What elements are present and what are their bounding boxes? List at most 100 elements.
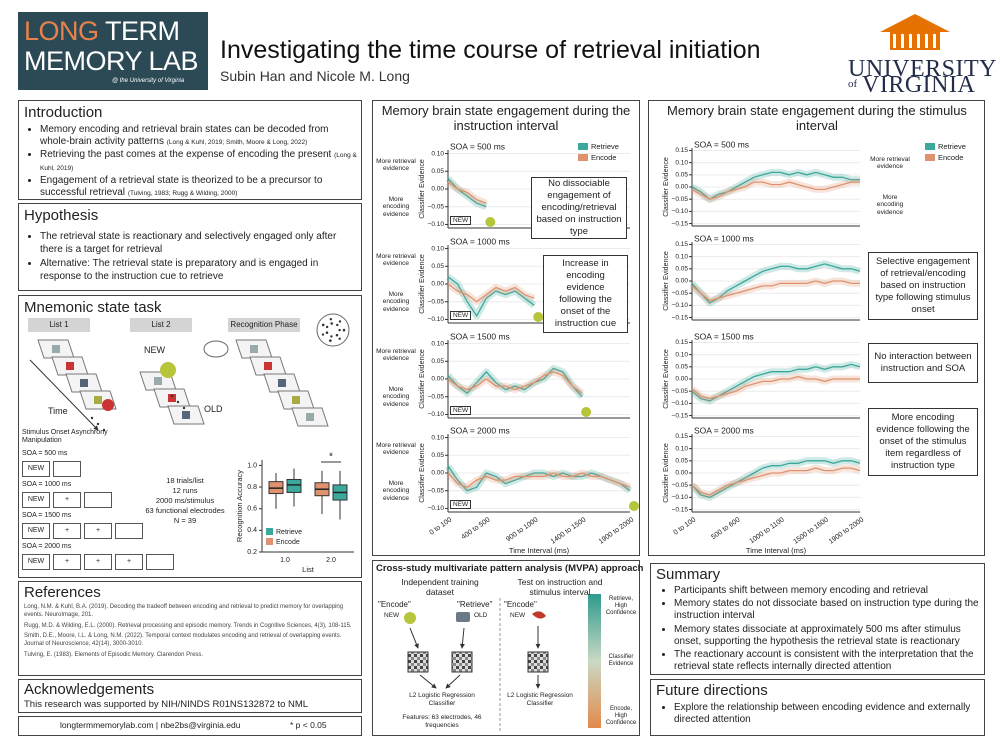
bullet: Retrieving the past comes at the expense… (40, 149, 360, 173)
y-tick-label: −0.10 (428, 505, 445, 512)
bullet: Engagement of a retrieval state is theor… (40, 175, 360, 199)
soa-frame: + (53, 492, 81, 508)
annotation: Increase in encoding evidence following … (543, 255, 628, 333)
annotation: Selective engagement of retrieval/encodi… (868, 252, 978, 320)
apple (485, 217, 496, 227)
bullet: The retrieval state is reactionary and s… (40, 230, 356, 256)
future-list: Explore the relationship between encodin… (660, 702, 982, 727)
electrode (338, 320, 342, 323)
series-line (691, 375, 860, 400)
y-axis-label: Classifier Evidence (419, 349, 426, 409)
ellipsis-dot (96, 422, 100, 426)
y-tick-label: −0.05 (672, 290, 689, 297)
footer-contact: longtermmemorylab.com | nbe2bs@virginia.… (60, 720, 241, 730)
cue-box: NEW (450, 311, 472, 320)
y-tick-label: 0.00 (675, 184, 688, 191)
annotation: No dissociable engagement of encoding/re… (531, 177, 627, 239)
box (286, 478, 302, 493)
panel-label: SOA = 500 ms (450, 141, 505, 151)
ellipsis-dot (102, 428, 106, 432)
apple (581, 407, 592, 417)
section-heading: Acknowledgements (24, 681, 155, 698)
bullet: Alternative: The retrieval state is prep… (40, 257, 356, 283)
side-label: More encoding evidence (382, 196, 410, 218)
y-tick-label: −0.15 (672, 506, 689, 513)
legend-swatch (925, 154, 935, 161)
task-detail: 18 trials/list (166, 476, 204, 485)
soa-frame: NEW (22, 523, 50, 539)
x-tick-label: 2.0 (326, 557, 336, 564)
spectral-features (451, 651, 473, 673)
y-axis-label: Classifier Evidence (663, 157, 670, 217)
series-line (447, 367, 583, 398)
y-tick-label: 0.10 (675, 159, 688, 166)
stimulus-object (94, 396, 102, 404)
task-detail: N = 39 (173, 516, 197, 525)
stimulus-object (80, 379, 88, 387)
panel-label: SOA = 500 ms (694, 139, 749, 149)
mvpa-title: Cross-study multivariate pattern analysi… (376, 563, 644, 574)
panel-label: SOA = 1500 ms (450, 331, 510, 341)
stimulus-object (278, 379, 286, 387)
y-tick-label: 0.05 (431, 168, 444, 175)
university-name: of (848, 78, 858, 90)
reference: Long, N.M. & Kuhl, B.A. (2019). Decoding… (24, 604, 344, 618)
thought-bubble (203, 340, 229, 358)
logo-tagline: @ the University of Virginia (112, 78, 185, 84)
citation: (Tulving, 1983; Rugg & Wilding, 2000) (127, 189, 238, 197)
soa-frame (84, 492, 112, 508)
emblem-column (893, 34, 896, 48)
electrode (325, 331, 329, 334)
phase-label: Recognition Phase (228, 318, 300, 332)
legend-label: Encode (276, 539, 300, 546)
y-tick-label: 0.15 (675, 241, 688, 248)
phase-label: List 1 (28, 318, 90, 332)
x-axis-label: Time Interval (ms) (746, 546, 807, 555)
logo-word: TERM (105, 16, 180, 46)
section-box (648, 100, 985, 556)
legend-swatch (578, 154, 588, 161)
series-line (691, 467, 861, 496)
y-tick-label: −0.05 (428, 393, 445, 400)
electrode (338, 337, 341, 340)
scale-label: Classifier Evidence (608, 654, 634, 668)
bullet-text: Engagement of a retrieval state is theor… (40, 174, 323, 198)
poster-title: Investigating the time course of retriev… (220, 36, 761, 64)
y-tick-label: 0.00 (675, 470, 688, 477)
y-tick-label: 0.15 (675, 339, 688, 346)
stimulus-object (168, 394, 176, 402)
legend-swatch (925, 143, 935, 150)
stimulus-object (154, 377, 162, 385)
spectral-features (407, 651, 429, 673)
train-label: "Encode" (378, 600, 411, 609)
y-axis-label: Recognition Accuracy (235, 470, 244, 542)
emblem-column (925, 34, 928, 48)
y-tick-label: −0.10 (428, 221, 445, 228)
bullet: Memory states do not dissociate based on… (674, 598, 982, 622)
emblem-column (933, 34, 936, 48)
soa-label: SOA = 1500 ms (22, 512, 72, 519)
soa-frame: + (84, 554, 112, 570)
section-heading: Future directions (656, 682, 768, 699)
flow-arrow (409, 627, 419, 649)
side-label: More retrieval evidence (870, 156, 910, 171)
y-tick-label: 0.10 (431, 340, 444, 347)
series-line (691, 171, 860, 200)
cue-label: OLD (204, 404, 223, 414)
university-name: UNIVERSITY (848, 56, 997, 82)
y-tick-label: 0.00 (675, 376, 688, 383)
section-box (18, 581, 362, 676)
scale-label: Encode, High Confidence (605, 706, 637, 727)
cue-label: NEW (510, 612, 526, 619)
series-line (447, 283, 535, 303)
classifier-label: L2 Logistic Regression Classifier (409, 692, 475, 707)
classifier-label: L2 Logistic Regression Classifier (507, 692, 573, 707)
y-tick-label: −0.05 (672, 196, 689, 203)
stimulus-object (306, 413, 314, 421)
y-tick-label: −0.05 (672, 482, 689, 489)
y-tick-label: −0.10 (428, 316, 445, 323)
side-label: More encoding evidence (876, 194, 904, 216)
y-tick-label: 0.10 (431, 434, 444, 441)
side-label: More retrieval evidence (376, 253, 416, 268)
